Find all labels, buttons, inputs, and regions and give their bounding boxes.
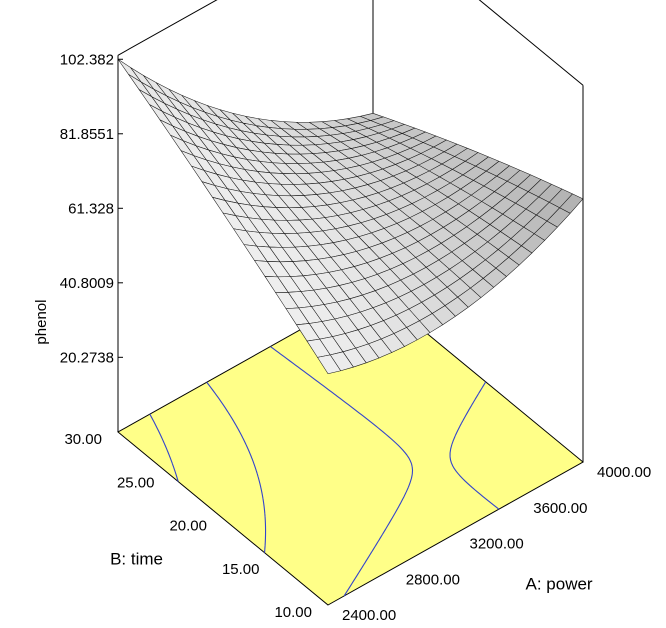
contour-line	[206, 381, 267, 553]
y-tick-label: 30.00	[64, 431, 102, 448]
x-axis-ticks: 2400.00 2800.00 3200.00 3600.00 4000.00	[342, 464, 651, 624]
front-frame	[118, 58, 123, 358]
y-tick-label: 25.00	[117, 474, 155, 491]
y-axis-ticks: 30.00 25.00 20.00 15.00 10.00	[64, 431, 312, 621]
z-axis-ticks: 102.382 81.8551 61.328 40.8009 20.2738	[60, 51, 114, 366]
z-tick-label: 61.328	[68, 200, 114, 217]
surface-patch	[559, 193, 584, 214]
z-tick-label: 20.2738	[60, 349, 114, 366]
z-tick-label: 40.8009	[60, 275, 114, 292]
y-tick-label: 10.00	[274, 604, 312, 621]
contour-line	[149, 413, 179, 482]
x-tick-label: 4000.00	[597, 464, 651, 481]
x-axis-label: A: power	[526, 575, 593, 594]
frame-edge	[478, 0, 584, 86]
frame-edge	[117, 0, 218, 56]
contour-lines	[149, 346, 500, 597]
x-tick-label: 3600.00	[533, 500, 587, 517]
x-tick-label: 3200.00	[470, 536, 524, 553]
y-tick-label: 15.00	[222, 561, 260, 578]
x-tick-label: 2400.00	[342, 607, 396, 624]
z-axis-label: phenol	[33, 300, 50, 345]
y-tick-label: 20.00	[169, 518, 207, 535]
contour-line	[270, 346, 500, 597]
y-axis-label: B: time	[110, 550, 163, 569]
response-surface	[117, 58, 584, 375]
z-tick-label: 81.8551	[60, 126, 114, 143]
surface-patch	[117, 58, 142, 83]
x-tick-label: 2800.00	[406, 571, 460, 588]
z-tick-label: 102.382	[60, 51, 114, 68]
